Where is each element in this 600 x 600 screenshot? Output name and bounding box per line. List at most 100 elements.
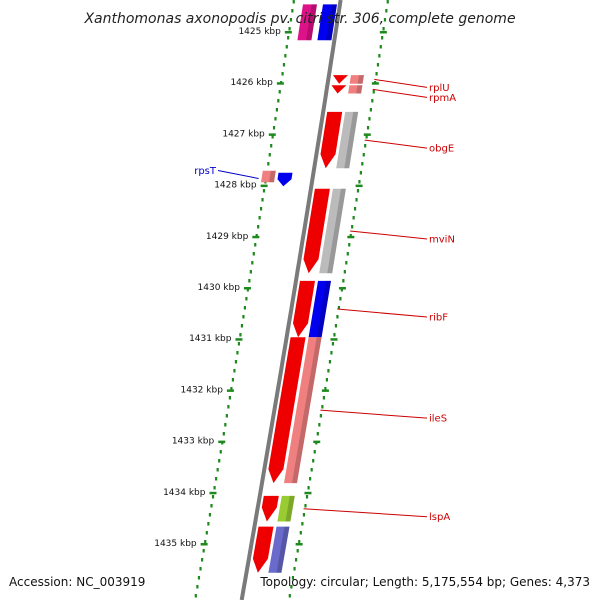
guide-dot bbox=[333, 333, 336, 337]
guide-dot bbox=[270, 144, 273, 148]
gene-label-line bbox=[217, 169, 259, 179]
guide-dot bbox=[327, 369, 330, 373]
tick-label: 1434 kbp bbox=[163, 488, 206, 498]
gene-arrow bbox=[261, 170, 276, 183]
guide-dot bbox=[371, 99, 374, 103]
gene-arrow bbox=[333, 75, 348, 84]
guide-dot bbox=[351, 225, 354, 229]
tick-mark-right bbox=[363, 133, 371, 136]
gene-shade bbox=[285, 495, 295, 522]
gene-shade bbox=[357, 75, 364, 84]
guide-dot bbox=[202, 549, 205, 553]
guide-dot bbox=[268, 153, 271, 157]
guide-dot bbox=[222, 432, 225, 436]
guide-dot bbox=[228, 396, 231, 400]
gene-shade bbox=[306, 4, 317, 41]
guide-dot bbox=[368, 117, 371, 121]
gene-cog-bar bbox=[268, 526, 290, 573]
guide-dot bbox=[274, 117, 277, 121]
guide-dot bbox=[243, 306, 247, 310]
gene-track bbox=[252, 4, 364, 573]
guide-dot bbox=[218, 459, 221, 463]
guide-dot bbox=[361, 162, 364, 166]
tick-mark-left bbox=[268, 133, 276, 136]
guide-dot bbox=[219, 450, 222, 454]
guide-dot bbox=[309, 477, 312, 481]
guide-dot bbox=[236, 351, 239, 355]
gene-label: mviN bbox=[429, 234, 455, 245]
gene-label-line bbox=[374, 78, 428, 88]
guide-dot bbox=[255, 234, 258, 238]
guide-dot bbox=[246, 288, 249, 292]
guide-dot bbox=[375, 72, 378, 76]
gene-label-line bbox=[350, 230, 428, 240]
tick-mark-right bbox=[295, 543, 303, 546]
kbp-ticks: 1425 kbp 1426 kbp 1427 kbp 1428 kbp 1429 kbp… bbox=[154, 27, 387, 549]
tick-mark-left bbox=[226, 389, 234, 392]
tick-mark-left bbox=[200, 543, 208, 546]
gene-label-line bbox=[320, 409, 428, 419]
map-title: Xanthomonas axonopodis pv. citri str. 30… bbox=[83, 11, 515, 27]
guide-dot bbox=[348, 243, 351, 247]
tick-mark-left bbox=[218, 440, 226, 444]
gene-label-line bbox=[303, 508, 428, 518]
tick-label: 1431 kbp bbox=[189, 334, 232, 344]
guide-dot bbox=[316, 432, 319, 436]
gene-arrow bbox=[320, 111, 343, 169]
guide-dot bbox=[290, 585, 293, 589]
tick-label: 1432 kbp bbox=[181, 385, 224, 395]
tick-mark-left bbox=[235, 338, 243, 341]
guide-dot bbox=[227, 405, 230, 409]
genome-backbone bbox=[239, 0, 343, 600]
gene-cog-bar bbox=[349, 75, 364, 84]
tick-mark-right bbox=[355, 184, 363, 188]
gene-cog-bar bbox=[336, 111, 359, 169]
guide-dot bbox=[224, 423, 227, 427]
tick-mark-right bbox=[330, 338, 338, 341]
tick-mark-right bbox=[379, 31, 387, 34]
tick-label: 1435 kbp bbox=[154, 539, 197, 549]
gene-cog-bar bbox=[319, 188, 346, 274]
guide-dot bbox=[291, 9, 294, 13]
gene-label: ileS bbox=[429, 414, 447, 425]
tick-mark-left bbox=[209, 491, 217, 495]
guide-dot bbox=[295, 558, 298, 562]
guide-dot bbox=[330, 351, 333, 355]
tick-mark-right bbox=[313, 440, 321, 444]
guide-dot bbox=[216, 468, 219, 472]
guide-dot bbox=[340, 288, 343, 292]
guide-dot bbox=[252, 252, 255, 256]
tick-mark-left bbox=[276, 82, 284, 85]
guide-dot bbox=[345, 261, 348, 265]
guide-dot bbox=[379, 45, 382, 49]
guide-dot bbox=[230, 387, 233, 391]
guide-dot bbox=[285, 45, 288, 49]
gene-shade bbox=[344, 111, 359, 169]
tick-mark-right bbox=[338, 287, 346, 290]
gene-shade bbox=[326, 4, 337, 41]
guide-dot bbox=[385, 9, 388, 13]
guide-dot bbox=[293, 567, 296, 571]
guide-dot bbox=[342, 279, 345, 283]
guide-dot bbox=[343, 270, 346, 274]
gene-label-line bbox=[364, 139, 428, 149]
guide-dot bbox=[353, 207, 357, 211]
guide-dot bbox=[312, 459, 315, 463]
guide-dot bbox=[281, 72, 284, 76]
guide-dot bbox=[358, 180, 361, 184]
guide-dot bbox=[381, 36, 384, 40]
guide-dot bbox=[365, 135, 368, 139]
gene-arrow bbox=[331, 85, 347, 94]
guide-dot bbox=[197, 576, 201, 580]
gene-cog-bar bbox=[308, 280, 331, 338]
guide-dot bbox=[278, 90, 281, 94]
guide-dot bbox=[310, 468, 313, 472]
gene-shade bbox=[292, 337, 322, 484]
guide-dot bbox=[237, 342, 241, 346]
guide-dot bbox=[362, 153, 365, 157]
gene-cog-bar bbox=[348, 85, 363, 94]
guide-dot bbox=[251, 261, 254, 265]
tick-mark-left bbox=[243, 287, 251, 290]
guide-dot bbox=[334, 324, 338, 328]
tick-mark-left bbox=[260, 184, 268, 188]
